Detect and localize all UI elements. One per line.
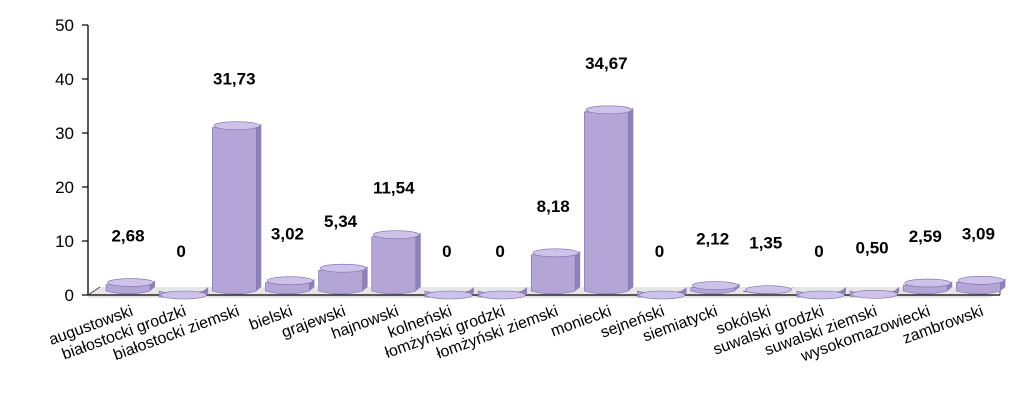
bar-top [904,278,952,288]
bar-top [160,290,207,300]
bar-top [532,248,580,258]
y-tick-label: 50 [55,16,74,35]
chart-bars [105,105,1006,300]
bar [743,285,793,295]
bar-front [371,236,417,295]
bar-top [426,290,473,300]
bar-side [628,107,634,291]
y-tick-label: 10 [55,232,74,251]
data-label: 0 [655,242,664,261]
floor-edge [87,286,101,296]
bar-top [851,289,898,299]
bar-front [584,111,629,295]
data-label: 5,34 [324,212,358,231]
data-labels: 2,68 0 31,73 3,02 5,34 11,54 0 0 8,18 34,67 0 2,12 1… [111,54,994,261]
bar [424,287,474,300]
data-label: 8,18 [537,197,570,216]
bar [158,287,209,300]
bar-front [318,269,363,295]
data-label: 0 [176,242,185,261]
bar [530,248,581,295]
data-label: 2,12 [696,230,729,249]
data-label: 11,54 [373,179,415,198]
bar [371,230,421,295]
bar [956,276,1006,295]
bar [212,121,262,295]
data-label: 0 [442,242,451,261]
bar-top [957,276,1005,285]
data-label: 3,02 [271,225,304,244]
data-label: 0,50 [856,238,889,257]
bar-top [213,121,261,130]
bar [902,278,953,295]
data-label: 31,73 [213,70,256,89]
y-tick-label: 0 [65,286,74,305]
bar-top [798,290,845,300]
data-label: 0 [814,242,823,261]
bar [690,281,740,295]
y-tick-label: 30 [55,124,74,143]
data-label: 34,67 [585,54,628,73]
bar-side [415,232,421,291]
bar-side [362,266,368,291]
bar [318,263,368,295]
bar-top [372,230,420,239]
bar [796,287,846,300]
bar-top [319,263,367,273]
data-label: 0 [495,242,504,261]
bar-top [479,290,526,300]
data-label: 2,68 [111,227,144,246]
data-label: 1,35 [749,234,782,253]
bar [637,287,687,300]
bar [584,105,634,295]
bar [265,276,315,295]
y-tick-label: 40 [55,70,74,89]
y-axis-ticks: 0 10 20 30 40 50 [55,16,88,305]
bar [477,287,528,300]
bar-top [691,281,739,290]
y-tick-label: 20 [55,178,74,197]
bar-top [107,278,154,287]
bar-top [744,285,792,295]
bar-front [212,127,257,295]
bar-side [947,281,953,291]
bar-side [150,280,155,291]
bar-front [530,254,576,295]
bar [105,278,155,295]
bar-top [585,105,633,115]
bar-side [256,123,262,292]
bar-top [266,276,314,285]
bar-top [638,290,686,300]
bar [849,287,900,299]
bar-side [575,250,581,291]
data-label: 2,59 [909,227,942,246]
data-label: 3,09 [962,224,995,243]
